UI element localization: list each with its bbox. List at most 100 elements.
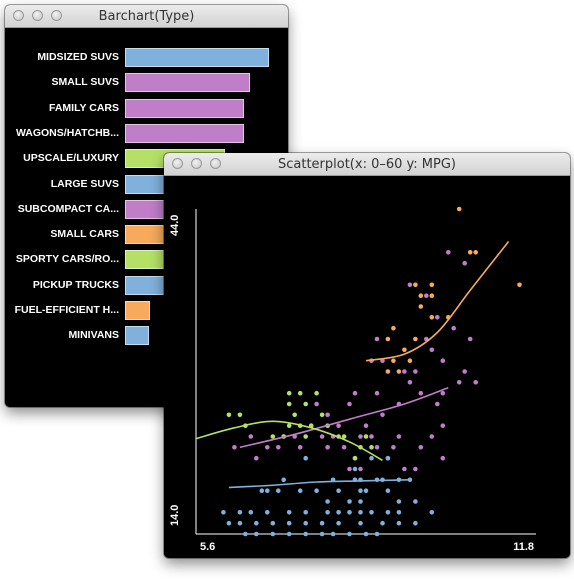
bar[interactable] [125, 98, 244, 118]
scatter-point[interactable] [325, 510, 330, 515]
scatter-point[interactable] [319, 531, 325, 537]
scatter-point[interactable] [407, 380, 413, 385]
scatter-point[interactable] [413, 369, 418, 374]
scatter-point[interactable] [336, 520, 341, 526]
scatter-point[interactable] [385, 510, 391, 515]
scatter-point[interactable] [440, 423, 446, 428]
scatter-point[interactable] [347, 401, 352, 407]
scatter-point[interactable] [276, 488, 281, 494]
scatter-point[interactable] [462, 260, 468, 266]
scatter-point[interactable] [517, 282, 522, 288]
scatter-point[interactable] [358, 510, 363, 515]
scatter-point[interactable] [297, 488, 303, 494]
scatter-point[interactable] [259, 488, 265, 494]
scatter-point[interactable] [325, 499, 330, 504]
bar[interactable] [125, 123, 244, 143]
scatter-point[interactable] [380, 520, 385, 526]
scatter-point[interactable] [429, 347, 435, 353]
scatter-point[interactable] [407, 358, 413, 363]
scatter-point[interactable] [369, 434, 374, 439]
scatter-point[interactable] [473, 250, 479, 255]
scatter-point[interactable] [297, 390, 303, 396]
scatter-point[interactable] [391, 445, 396, 450]
scatter-point[interactable] [243, 531, 248, 537]
zoom-window-button[interactable] [51, 10, 62, 21]
scatter-point[interactable] [462, 369, 468, 374]
close-window-button[interactable] [13, 10, 24, 21]
scatter-point[interactable] [363, 423, 369, 428]
scatter-point[interactable] [358, 488, 363, 494]
scatter-point[interactable] [429, 315, 435, 320]
scatter-point[interactable] [413, 520, 418, 526]
scatter-point[interactable] [248, 510, 254, 515]
scatter-point[interactable] [319, 434, 325, 439]
scatter-point[interactable] [336, 423, 341, 428]
scatter-point[interactable] [385, 488, 391, 494]
bar[interactable] [125, 48, 269, 67]
zoom-window-button[interactable] [210, 158, 221, 169]
scatter-point[interactable] [314, 488, 319, 494]
scatter-point[interactable] [385, 455, 391, 461]
scatter-point[interactable] [391, 325, 396, 331]
scatter-point[interactable] [347, 499, 352, 504]
scatter-point[interactable] [440, 390, 446, 396]
scatter-point[interactable] [325, 445, 330, 450]
scatter-point[interactable] [429, 510, 435, 515]
scatter-point[interactable] [352, 390, 358, 396]
minimize-window-button[interactable] [32, 10, 43, 21]
scatter-point[interactable] [418, 445, 424, 450]
scatter-point[interactable] [418, 390, 424, 396]
scatter-point[interactable] [418, 304, 424, 309]
scatter-point[interactable] [467, 336, 473, 342]
scatter-point[interactable] [456, 206, 462, 212]
scatter-point[interactable] [358, 434, 363, 439]
scatter-point[interactable] [341, 445, 347, 450]
scatter-point[interactable] [347, 510, 352, 515]
scatter-point[interactable] [286, 401, 292, 407]
scatter-point[interactable] [325, 412, 330, 418]
scatter-point[interactable] [374, 390, 380, 396]
scatter-point[interactable] [396, 510, 402, 515]
scatter-point[interactable] [232, 445, 237, 450]
scatter-point[interactable] [396, 520, 402, 526]
scatter-point[interactable] [369, 445, 374, 450]
scatter-point[interactable] [363, 488, 369, 494]
scatter-point[interactable] [281, 477, 286, 483]
scatter-point[interactable] [303, 434, 308, 439]
scatter-point[interactable] [319, 412, 325, 418]
scatter-point[interactable] [303, 401, 308, 407]
scatterplot-svg[interactable]: 5.6 11.8 14.0 44.0 [164, 176, 570, 558]
scatter-point[interactable] [407, 477, 413, 483]
scatter-point[interactable] [347, 531, 352, 537]
barchart-titlebar[interactable]: Barchart(Type) [5, 5, 288, 28]
scatter-point[interactable] [418, 293, 424, 298]
scatter-point[interactable] [265, 488, 270, 494]
scatter-point[interactable] [270, 520, 276, 526]
scatter-point[interactable] [341, 434, 347, 439]
scatter-point[interactable] [330, 531, 336, 537]
scatter-point[interactable] [303, 510, 308, 515]
scatter-point[interactable] [413, 466, 418, 472]
scatter-point[interactable] [226, 412, 232, 418]
scatter-point[interactable] [221, 510, 226, 515]
scatter-point[interactable] [286, 520, 292, 526]
scatter-point[interactable] [254, 520, 259, 526]
scatter-point[interactable] [473, 380, 479, 385]
scatter-point[interactable] [407, 282, 413, 288]
scatter-point[interactable] [292, 412, 297, 418]
bar[interactable] [125, 73, 250, 93]
scatter-point[interactable] [270, 531, 276, 537]
scatter-point[interactable] [265, 445, 270, 450]
scatter-point[interactable] [451, 325, 457, 331]
scatter-point[interactable] [429, 434, 435, 439]
scatter-point[interactable] [237, 412, 243, 418]
scatter-point[interactable] [396, 369, 402, 374]
scatter-point[interactable] [358, 466, 363, 472]
scatter-point[interactable] [314, 390, 319, 396]
scatter-point[interactable] [391, 358, 396, 363]
scatter-point[interactable] [440, 358, 446, 363]
scatter-point[interactable] [413, 336, 418, 342]
scatter-point[interactable] [402, 347, 407, 353]
scatter-point[interactable] [385, 369, 391, 374]
scatter-point[interactable] [413, 499, 418, 504]
